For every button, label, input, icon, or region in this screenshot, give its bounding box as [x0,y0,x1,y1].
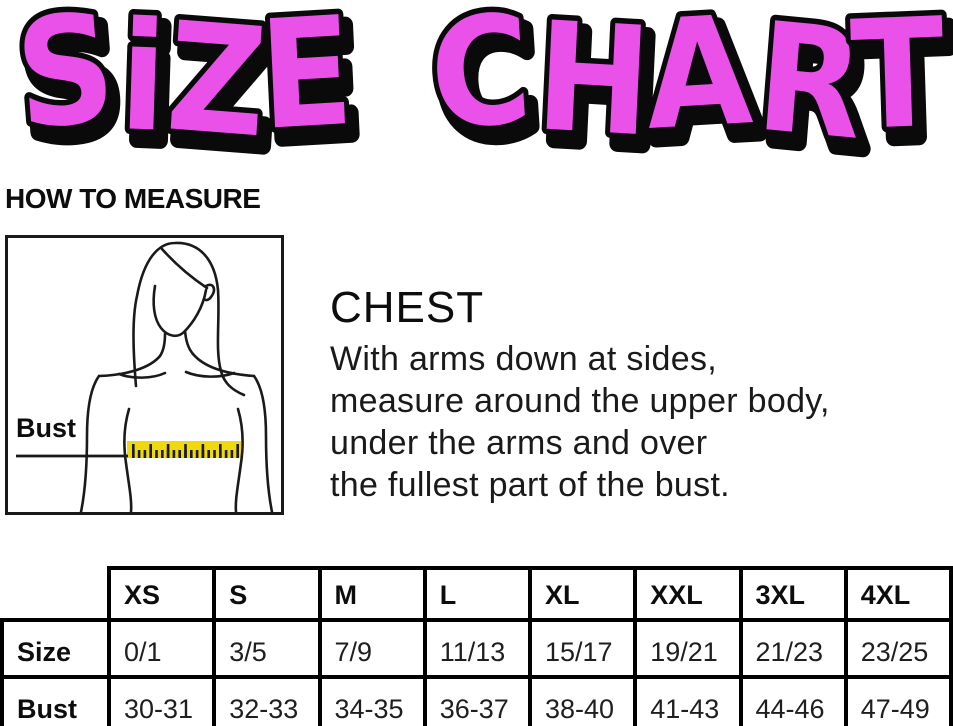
title-word1: SiZE [9,0,357,160]
ear [202,283,216,302]
bust-value: 38-40 [527,675,638,726]
title-word2-shadow: CHART [431,0,953,160]
bust-value: 32-33 [212,675,322,726]
column-header-m: M [317,566,427,622]
size-value: 3/5 [212,618,322,679]
chest-instruction-line: under the arms and over [330,424,708,463]
size-value: 11/13 [422,618,533,679]
hair-part-line [160,247,209,290]
shoulder-right [191,352,256,378]
size-row: Size 0/1 3/5 7/9 11/13 15/17 19/21 21/23… [0,618,953,679]
arm-outer-left [79,374,101,512]
bust-value: 41-43 [633,675,743,726]
collarbone-right [184,370,236,378]
chest-instruction-line: measure around the upper body, [330,382,830,421]
bust-row: Bust 30-31 32-33 34-35 36-37 38-40 41-43… [0,675,953,726]
bust-value: 36-37 [422,675,533,726]
title-word1-shadow: SiZE [16,0,364,160]
chest-instructions: CHEST With arms down at sides, measure a… [330,283,830,506]
how-to-measure-heading: HOW TO MEASURE [5,183,261,214]
torso-inner-right [234,407,244,512]
size-table: XS S M L XL XXL 3XL 4XL Size 0/1 3/5 7/9… [0,566,953,726]
neck-left [158,332,167,358]
size-chart-title: SiZE CHART SiZE CHART [3,0,953,160]
size-table-header-row: XS S M L XL XXL 3XL 4XL [2,566,953,622]
title-word2: CHART [424,0,947,160]
bust-value: 30-31 [106,675,217,726]
chest-instruction-line: the fullest part of the bust. [330,466,730,505]
neck-right [183,329,195,356]
row-label-bust: Bust [0,675,111,726]
collarbone-left [117,371,167,379]
size-value: 0/1 [106,618,217,679]
column-header-3xl: 3XL [738,566,848,622]
column-header-s: S [212,566,322,622]
row-label-size: Size [0,618,111,679]
bust-value: 47-49 [843,675,953,726]
bust-value: 44-46 [738,675,848,726]
arm-outer-right [252,374,274,512]
face-outline [152,284,208,338]
size-value: 23/25 [843,618,953,679]
torso-inner-left [123,407,133,512]
size-value: 21/23 [738,618,848,679]
size-value: 19/21 [633,618,743,679]
woman-figure-illustration: Bust [16,241,274,512]
column-header-xxl: XXL [633,566,743,622]
chest-instruction-line: With arms down at sides, [330,340,717,379]
column-header-xs: XS [106,566,217,622]
measurement-figure-box: Bust [5,235,284,515]
column-header-4xl: 4XL [843,566,953,622]
table-blank-corner [2,568,109,620]
shoulder-left [97,354,162,378]
title-shadow: SiZE CHART [7,0,953,160]
column-header-xl: XL [527,566,638,622]
bust-value: 34-35 [317,675,427,726]
bust-label: Bust [16,413,76,443]
body-outline [79,241,274,512]
size-value: 15/17 [527,618,638,679]
column-header-l: L [422,566,533,622]
size-value: 7/9 [317,618,427,679]
chest-heading: CHEST [330,283,485,332]
